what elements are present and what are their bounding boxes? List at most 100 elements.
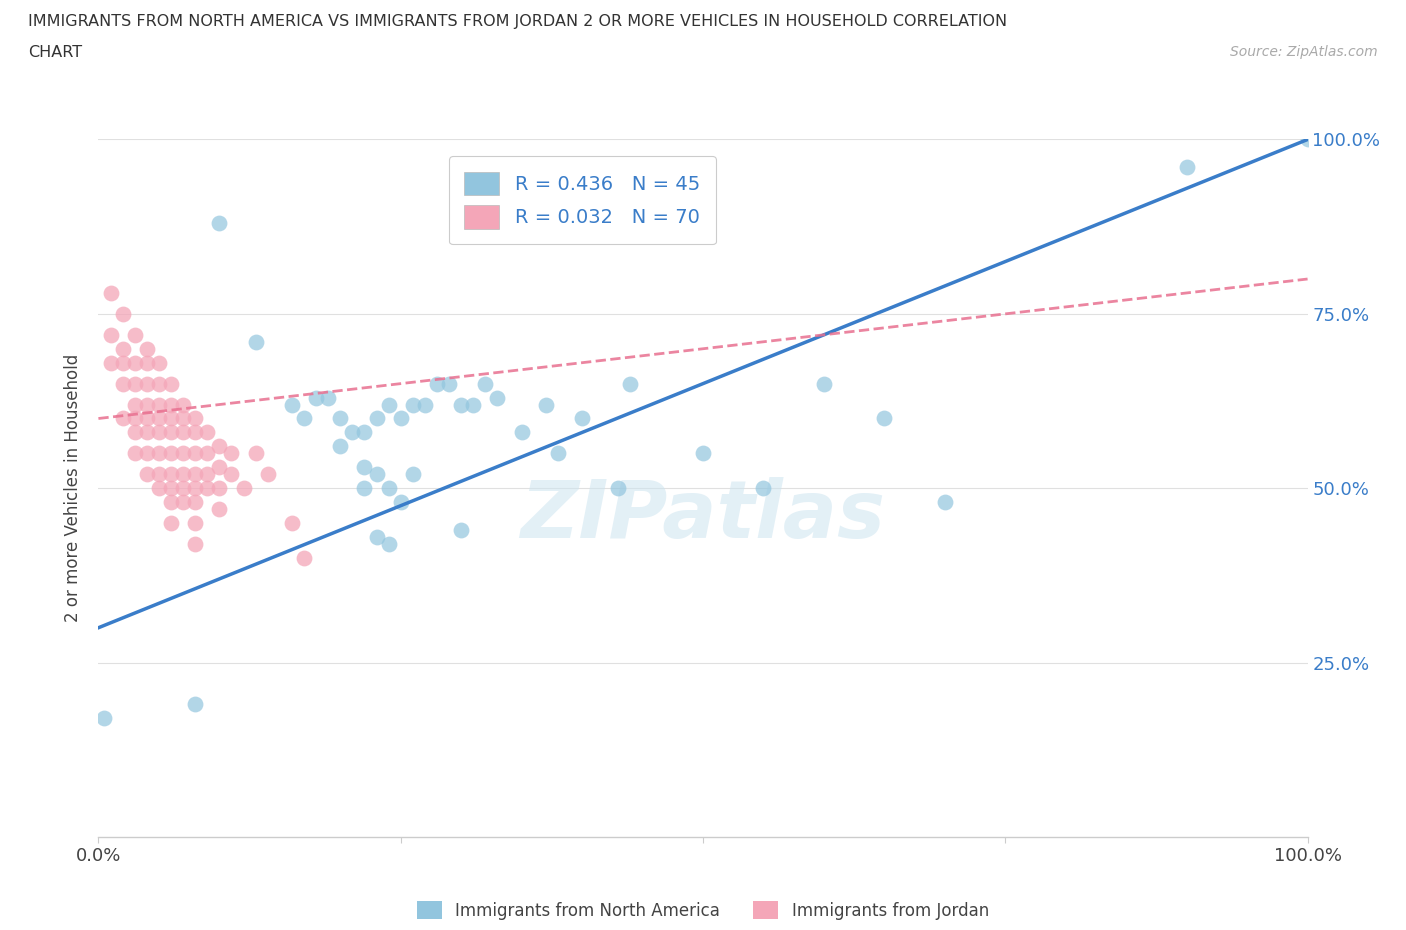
Point (389, 495, 412, 510)
Point (571, 411, 593, 426)
Point (195, 467, 218, 482)
Point (692, 445, 714, 460)
Point (450, 397, 472, 412)
Point (245, 445, 267, 460)
Point (208, 481, 231, 496)
Point (377, 397, 399, 412)
Point (474, 376, 496, 391)
Point (353, 460, 375, 474)
Point (148, 355, 170, 370)
Point (184, 537, 207, 551)
Point (124, 376, 146, 391)
Point (377, 481, 399, 496)
Point (450, 523, 472, 538)
Point (184, 481, 207, 496)
Point (124, 411, 146, 426)
Legend: Immigrants from North America, Immigrants from Jordan: Immigrants from North America, Immigrant… (411, 895, 995, 926)
Point (752, 481, 775, 496)
Point (221, 445, 243, 460)
Point (135, 397, 157, 412)
Point (292, 551, 315, 565)
Point (377, 537, 399, 551)
Point (135, 467, 157, 482)
Point (172, 467, 194, 482)
Point (607, 481, 630, 496)
Point (135, 411, 157, 426)
Point (281, 515, 304, 530)
Point (402, 467, 425, 482)
Point (100, 355, 122, 370)
Point (195, 425, 218, 440)
Point (437, 376, 460, 391)
Point (111, 411, 134, 426)
Point (510, 425, 533, 440)
Point (813, 376, 835, 391)
Point (172, 425, 194, 440)
Point (148, 376, 170, 391)
Point (160, 445, 183, 460)
Point (172, 495, 194, 510)
Point (329, 411, 352, 426)
Point (195, 445, 218, 460)
Point (1175, 160, 1198, 175)
Point (148, 467, 170, 482)
Point (148, 481, 170, 496)
Point (148, 445, 170, 460)
Text: ZIPatlas: ZIPatlas (520, 477, 886, 555)
Point (934, 495, 956, 510)
Point (305, 391, 328, 405)
Point (148, 397, 170, 412)
Text: Source: ZipAtlas.com: Source: ZipAtlas.com (1230, 45, 1378, 59)
Point (111, 355, 134, 370)
Point (148, 411, 170, 426)
Point (124, 445, 146, 460)
Point (316, 391, 339, 405)
Point (184, 515, 207, 530)
Point (353, 481, 375, 496)
Point (172, 411, 194, 426)
Point (124, 397, 146, 412)
Point (486, 391, 509, 405)
Point (426, 376, 449, 391)
Point (172, 397, 194, 412)
Point (1296, 132, 1319, 147)
Point (463, 397, 485, 412)
Point (160, 515, 183, 530)
Point (93, 711, 115, 725)
Point (256, 467, 278, 482)
Point (124, 425, 146, 440)
Point (619, 376, 641, 391)
Point (135, 355, 157, 370)
Point (172, 481, 194, 496)
Point (124, 355, 146, 370)
Point (232, 481, 254, 496)
Point (873, 411, 896, 426)
Point (221, 467, 243, 482)
Point (160, 481, 183, 496)
Point (208, 439, 231, 454)
Point (389, 411, 412, 426)
Point (160, 376, 183, 391)
Point (281, 397, 304, 412)
Point (208, 460, 231, 474)
Point (184, 445, 207, 460)
Point (353, 425, 375, 440)
Point (135, 425, 157, 440)
Point (245, 334, 267, 349)
Point (402, 397, 425, 412)
Point (184, 411, 207, 426)
Point (534, 397, 557, 412)
Point (148, 425, 170, 440)
Point (160, 425, 183, 440)
Point (160, 495, 183, 510)
Point (184, 698, 207, 712)
Point (160, 467, 183, 482)
Point (184, 425, 207, 440)
Point (547, 445, 569, 460)
Point (160, 411, 183, 426)
Text: CHART: CHART (28, 45, 82, 60)
Point (208, 502, 231, 517)
Point (342, 425, 364, 440)
Point (135, 376, 157, 391)
Point (184, 467, 207, 482)
